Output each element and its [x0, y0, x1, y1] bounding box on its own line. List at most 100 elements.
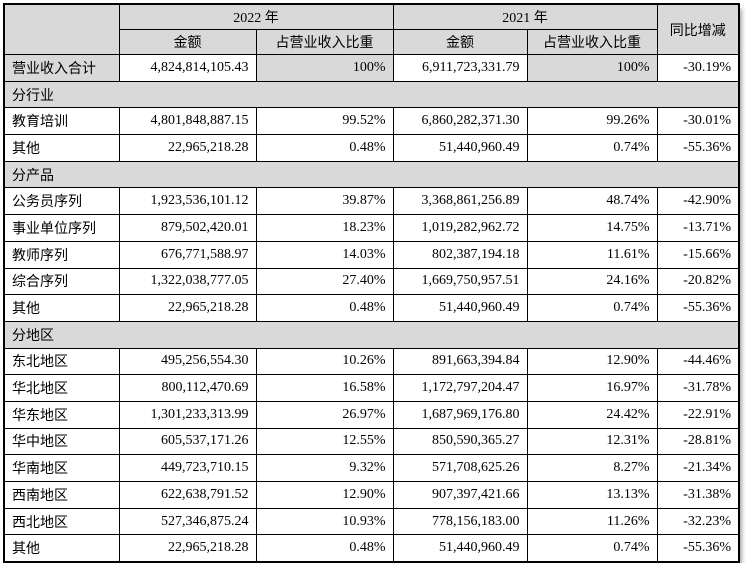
amount-2022: 4,824,814,105.43 — [118, 54, 257, 82]
section-label: 分产品 — [3, 160, 740, 189]
pct-2022: 10.93% — [255, 507, 394, 536]
pct-2022: 14.03% — [255, 240, 394, 269]
row-label: 营业收入合计 — [3, 54, 120, 82]
amount-2021: 51,440,960.49 — [392, 294, 528, 322]
table-row: 西南地区 622,638,791.52 12.90% 907,397,421.66 13… — [3, 481, 740, 509]
header-row-years: 2022 年 2021 年 同比增减 — [3, 3, 740, 55]
pct-2022: 100% — [255, 54, 394, 82]
pct-2021: 99.26% — [526, 107, 658, 136]
pct-2021-header: 占营业收入比重 — [526, 29, 658, 55]
yoy-change: -21.34% — [656, 454, 740, 482]
section-row: 分行业 — [3, 80, 740, 109]
yoy-change: -13.71% — [656, 214, 740, 242]
amount-2021-header: 金额 — [392, 29, 528, 55]
amount-2022: 1,322,038,777.05 — [118, 267, 257, 296]
yoy-change: -30.01% — [656, 107, 740, 136]
amount-2021: 3,368,861,256.89 — [392, 187, 528, 216]
table-row: 东北地区 495,256,554.30 10.26% 891,663,394.84 12… — [3, 347, 740, 376]
amount-2021: 51,440,960.49 — [392, 534, 528, 563]
pct-2022: 16.58% — [255, 374, 394, 402]
pct-2021: 48.74% — [526, 187, 658, 216]
yoy-change: -28.81% — [656, 427, 740, 456]
pct-2022-header: 占营业收入比重 — [255, 29, 394, 55]
yoy-header: 同比增减 — [656, 3, 740, 55]
amount-2021: 6,860,282,371.30 — [392, 107, 528, 136]
row-label: 其他 — [3, 134, 120, 162]
table-row: 其他 22,965,218.28 0.48% 51,440,960.49 0.74% -5… — [3, 534, 740, 563]
pct-2021: 0.74% — [526, 534, 658, 563]
pct-2022: 10.26% — [255, 347, 394, 376]
pct-2021: 13.13% — [526, 481, 658, 509]
yoy-change: -31.78% — [656, 374, 740, 402]
pct-2021: 8.27% — [526, 454, 658, 482]
table-row: 西北地区 527,346,875.24 10.93% 778,156,183.00 11… — [3, 507, 740, 536]
amount-2021: 1,669,750,957.51 — [392, 267, 528, 296]
data-table: 2022 年 2021 年 同比增减 金额 占营业收入比重 金额 占营业收入比重… — [3, 3, 740, 563]
total-row: 营业收入合计 4,824,814,105.43 100% 6,911,723,331.… — [3, 54, 740, 82]
pct-2021: 24.16% — [526, 267, 658, 296]
table-row: 教育培训 4,801,848,887.15 99.52% 6,860,282,371.… — [3, 107, 740, 136]
amount-2022: 1,923,536,101.12 — [118, 187, 257, 216]
row-label: 西北地区 — [3, 507, 120, 536]
table-row: 教师序列 676,771,588.97 14.03% 802,387,194.18 11… — [3, 240, 740, 269]
table-row: 华中地区 605,537,171.26 12.55% 850,590,365.27 12… — [3, 427, 740, 456]
yoy-change: -55.36% — [656, 294, 740, 322]
corner-cell — [3, 3, 120, 55]
yoy-change: -32.23% — [656, 507, 740, 536]
amount-2022: 22,965,218.28 — [118, 534, 257, 563]
yoy-change: -44.46% — [656, 347, 740, 376]
pct-2022: 27.40% — [255, 267, 394, 296]
amount-2022: 495,256,554.30 — [118, 347, 257, 376]
revenue-breakdown-table: 2022 年 2021 年 同比增减 金额 占营业收入比重 金额 占营业收入比重… — [3, 3, 740, 563]
pct-2022: 9.32% — [255, 454, 394, 482]
amount-2021: 778,156,183.00 — [392, 507, 528, 536]
section-label: 分地区 — [3, 320, 740, 349]
pct-2021: 0.74% — [526, 294, 658, 322]
row-label: 事业单位序列 — [3, 214, 120, 242]
table-row: 华北地区 800,112,470.69 16.58% 1,172,797,204.47… — [3, 374, 740, 402]
yoy-change: -42.90% — [656, 187, 740, 216]
table-row: 事业单位序列 879,502,420.01 18.23% 1,019,282,962.… — [3, 214, 740, 242]
amount-2022: 879,502,420.01 — [118, 214, 257, 242]
yoy-change: -30.19% — [656, 54, 740, 82]
row-label: 综合序列 — [3, 267, 120, 296]
amount-2022: 22,965,218.28 — [118, 134, 257, 162]
pct-2021: 14.75% — [526, 214, 658, 242]
section-row: 分产品 — [3, 160, 740, 189]
row-label: 西南地区 — [3, 481, 120, 509]
year-2021-header: 2021 年 — [392, 3, 658, 30]
pct-2021: 12.90% — [526, 347, 658, 376]
pct-2021: 12.31% — [526, 427, 658, 456]
amount-2021: 907,397,421.66 — [392, 481, 528, 509]
pct-2022: 12.90% — [255, 481, 394, 509]
header-row-metrics: 金额 占营业收入比重 金额 占营业收入比重 — [4, 29, 739, 55]
amount-2022: 1,301,233,313.99 — [118, 400, 257, 429]
row-label: 其他 — [3, 294, 120, 322]
pct-2022: 99.52% — [255, 107, 394, 136]
amount-2022: 4,801,848,887.15 — [118, 107, 257, 136]
amount-2022: 22,965,218.28 — [118, 294, 257, 322]
section-label: 分行业 — [3, 80, 740, 109]
amount-2021: 571,708,625.26 — [392, 454, 528, 482]
pct-2021: 11.61% — [526, 240, 658, 269]
pct-2022: 26.97% — [255, 400, 394, 429]
amount-2022: 676,771,588.97 — [118, 240, 257, 269]
row-label: 华北地区 — [3, 374, 120, 402]
row-label: 华东地区 — [3, 400, 120, 429]
yoy-change: -20.82% — [656, 267, 740, 296]
yoy-change: -55.36% — [656, 134, 740, 162]
table-header: 2022 年 2021 年 同比增减 金额 占营业收入比重 金额 占营业收入比重 — [3, 3, 740, 55]
pct-2021: 16.97% — [526, 374, 658, 402]
yoy-change: -55.36% — [656, 534, 740, 563]
amount-2021: 1,687,969,176.80 — [392, 400, 528, 429]
table-row: 其他 22,965,218.28 0.48% 51,440,960.49 0.74% -5… — [3, 134, 740, 162]
table-row: 公务员序列 1,923,536,101.12 39.87% 3,368,861,256… — [3, 187, 740, 216]
pct-2021: 11.26% — [526, 507, 658, 536]
table-row: 其他 22,965,218.28 0.48% 51,440,960.49 0.74% -5… — [3, 294, 740, 322]
amount-2022: 449,723,710.15 — [118, 454, 257, 482]
table-body: 营业收入合计 4,824,814,105.43 100% 6,911,723,331.… — [3, 54, 740, 563]
year-2022-header: 2022 年 — [118, 3, 394, 30]
amount-2021: 891,663,394.84 — [392, 347, 528, 376]
section-row: 分地区 — [3, 320, 740, 349]
amount-2022-header: 金额 — [118, 29, 257, 55]
